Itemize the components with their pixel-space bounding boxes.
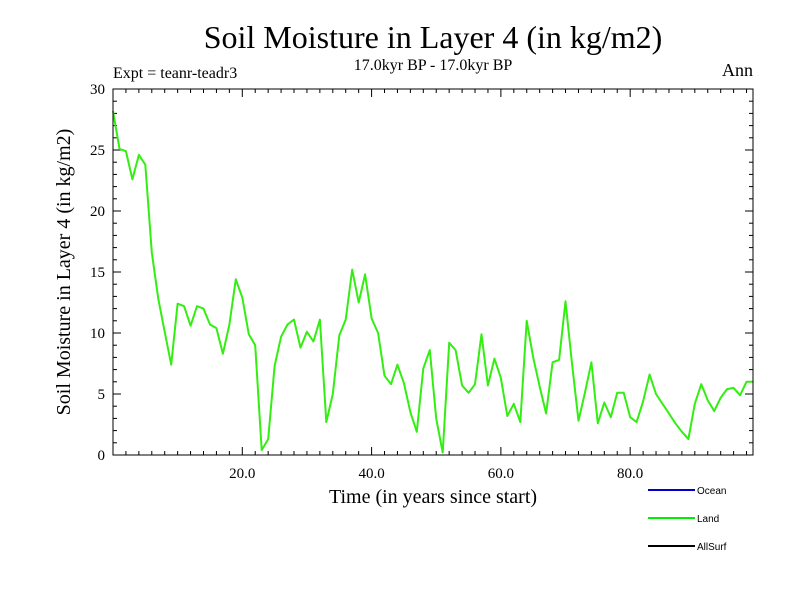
x-axis-label: Time (in years since start) (329, 486, 537, 508)
experiment-label: Expt = teanr-teadr3 (113, 65, 237, 82)
y-tick-label: 5 (98, 387, 106, 403)
season-label: Ann (722, 60, 753, 80)
y-axis: 0 5 10 15 20 25 30 (90, 82, 753, 464)
y-tick-label: 10 (90, 326, 105, 342)
x-tick-label: 60.0 (488, 466, 514, 482)
series-line-land (112, 110, 753, 454)
x-tick-label: 80.0 (617, 466, 643, 482)
legend-label-ocean: Ocean (697, 486, 726, 497)
legend-label-land: Land (697, 514, 719, 525)
x-tick-label: 20.0 (229, 466, 255, 482)
legend: Ocean Land AllSurf (648, 486, 727, 553)
y-tick-label: 30 (90, 82, 105, 98)
x-tick-label: 40.0 (358, 466, 384, 482)
y-tick-label: 0 (98, 448, 106, 464)
chart-subtitle: 17.0kyr BP - 17.0kyr BP (354, 57, 513, 74)
x-axis: 20.0 40.0 60.0 80.0 (125, 89, 748, 482)
y-tick-label: 15 (90, 265, 105, 281)
y-axis-label: Soil Moisture in Layer 4 (in kg/m2) (53, 129, 75, 416)
legend-label-allsurf: AllSurf (697, 542, 727, 553)
y-tick-label: 25 (90, 143, 105, 159)
chart-title: Soil Moisture in Layer 4 (in kg/m2) (204, 19, 663, 55)
series-layer (112, 110, 753, 454)
y-tick-label: 20 (90, 204, 105, 220)
plot-frame (112, 88, 754, 456)
